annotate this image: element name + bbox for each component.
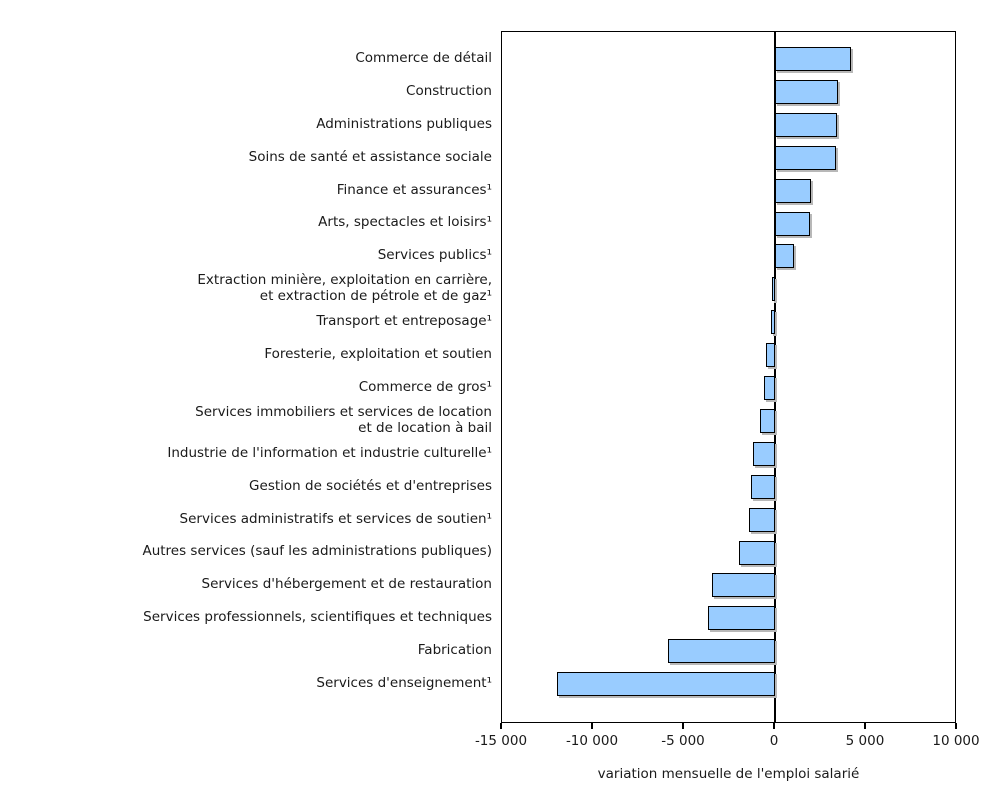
chart-bar bbox=[771, 310, 775, 335]
chart-bar bbox=[775, 112, 837, 137]
category-label: Arts, spectacles et loisirs¹ bbox=[318, 214, 492, 231]
category-label: Commerce de détail bbox=[355, 49, 492, 66]
chart-bar bbox=[775, 244, 795, 269]
chart-bar bbox=[775, 211, 810, 236]
x-axis-tick bbox=[955, 723, 957, 729]
chart-bar bbox=[775, 47, 852, 71]
x-axis-tick bbox=[591, 723, 593, 729]
x-axis-tick bbox=[500, 723, 502, 729]
chart-bar bbox=[712, 573, 775, 598]
chart-bar bbox=[707, 606, 775, 631]
category-label: Services d'enseignement¹ bbox=[316, 675, 492, 692]
chart-bar bbox=[748, 507, 775, 532]
x-axis-tick bbox=[864, 723, 866, 729]
category-label: Extraction minière, exploitation en carr… bbox=[197, 272, 492, 305]
category-label: Commerce de gros¹ bbox=[358, 378, 492, 395]
x-axis-tick-label: -10 000 bbox=[565, 733, 619, 749]
chart-bar bbox=[775, 145, 836, 170]
zero-axis-line bbox=[774, 32, 776, 722]
category-label: Administrations publiques bbox=[316, 115, 492, 132]
category-label-column: Commerce de détail Construction Administra… bbox=[0, 31, 492, 723]
category-label: Gestion de sociétés et d'entreprises bbox=[249, 477, 492, 494]
plot-area bbox=[501, 31, 956, 723]
category-label: Fabrication bbox=[417, 642, 492, 659]
x-axis-tick-label: 10 000 bbox=[932, 733, 980, 749]
category-label: Services immobiliers et services de loca… bbox=[195, 403, 492, 436]
chart-bar bbox=[751, 474, 775, 499]
chart-bar bbox=[738, 540, 775, 565]
category-label: Foresterie, exploitation et soutien bbox=[264, 346, 492, 363]
chart-bar bbox=[667, 639, 775, 664]
x-axis-title: variation mensuelle de l'emploi salarié bbox=[597, 766, 860, 782]
category-label: Industrie de l'information et industrie … bbox=[167, 444, 492, 461]
category-label: Transport et entreposage¹ bbox=[316, 313, 492, 330]
x-axis-tick-label: 0 bbox=[769, 733, 779, 749]
chart-bar bbox=[556, 672, 775, 697]
category-label: Autres services (sauf les administration… bbox=[142, 543, 492, 560]
x-axis-tick bbox=[773, 723, 775, 729]
category-label: Services administratifs et services de s… bbox=[179, 510, 492, 527]
category-label: Services publics¹ bbox=[377, 247, 492, 264]
x-axis-tick-label: -15 000 bbox=[474, 733, 528, 749]
x-axis-tick bbox=[682, 723, 684, 729]
chart-bar bbox=[765, 343, 775, 368]
x-axis-tick-label: 5 000 bbox=[845, 733, 885, 749]
chart-bar bbox=[764, 376, 775, 400]
chart-bar bbox=[760, 408, 775, 433]
category-label: Construction bbox=[406, 82, 492, 99]
chart-bar bbox=[772, 277, 775, 302]
chart-bar bbox=[775, 178, 812, 203]
x-axis-tick-label: -5 000 bbox=[661, 733, 705, 749]
category-label: Services professionnels, scientifiques e… bbox=[143, 609, 492, 626]
chart-bar bbox=[753, 441, 775, 466]
category-label: Soins de santé et assistance sociale bbox=[248, 148, 492, 165]
chart-bar bbox=[775, 79, 838, 104]
category-label: Services d'hébergement et de restauratio… bbox=[201, 576, 492, 593]
category-label: Finance et assurances¹ bbox=[336, 181, 492, 198]
